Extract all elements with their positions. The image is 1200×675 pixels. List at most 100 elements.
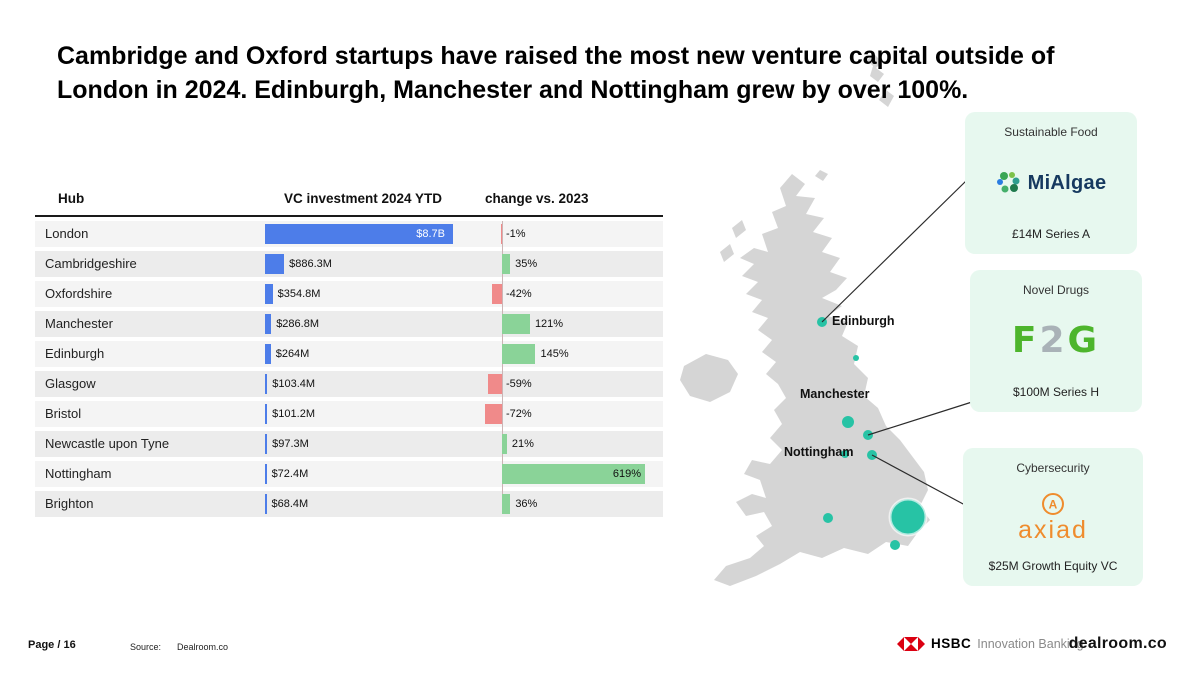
callout-deal: £14M Series A — [1011, 227, 1091, 241]
change-bar — [502, 464, 645, 484]
axiad-logo: A axiad — [1018, 492, 1088, 543]
page-number: Page / 16 — [28, 639, 76, 651]
investment-value: $68.4M — [271, 498, 309, 510]
callout-card-novel-drugs: Novel Drugs F2G $100M Series H — [970, 270, 1142, 412]
investment-value: $264M — [275, 348, 310, 360]
hsbc-logo: HSBC Innovation Banking — [897, 636, 1084, 651]
change-value: -59% — [506, 378, 532, 390]
f2g-letter: F — [1011, 320, 1040, 361]
northern-ireland-outline — [680, 354, 738, 402]
f2g-logo: F2G — [1012, 323, 1100, 359]
investment-bar — [265, 254, 285, 274]
table-row: Bristol $101.2M -72% — [35, 401, 663, 427]
table-row: London $8.7B -1% — [35, 221, 663, 247]
city-dot — [841, 450, 849, 458]
city-dot — [888, 497, 928, 537]
col-header-change: change vs. 2023 — [485, 191, 589, 206]
orkney-island — [815, 170, 828, 181]
hsbc-suffix: Innovation Banking — [977, 636, 1084, 651]
col-header-investment: VC investment 2024 YTD — [283, 191, 443, 206]
change-value: -42% — [506, 288, 532, 300]
table-row: Edinburgh $264M 145% — [35, 341, 663, 367]
investment-value: $354.8M — [277, 288, 321, 300]
f2g-letter: G — [1067, 320, 1101, 361]
change-value: -1% — [506, 228, 526, 240]
svg-text:A: A — [1049, 497, 1058, 511]
uk-map: Edinburgh Manchester Nottingham — [672, 168, 972, 598]
shetland-island-shape — [879, 90, 894, 107]
investment-bar — [265, 344, 271, 364]
investment-bar — [265, 494, 267, 514]
mialgae-icon — [996, 172, 1020, 193]
investment-bar — [265, 404, 268, 424]
hsbc-hexagon-icon — [897, 636, 925, 651]
callout-category: Cybersecurity — [1016, 461, 1090, 475]
table-header: Hub VC investment 2024 YTD change vs. 20… — [35, 183, 663, 217]
hub-name: Brighton — [45, 496, 94, 511]
change-bar — [502, 494, 511, 514]
change-bar — [492, 284, 502, 304]
change-value: 36% — [515, 498, 538, 510]
table-row: Manchester $286.8M 121% — [35, 311, 663, 337]
table-row: Glasgow $103.4M -59% — [35, 371, 663, 397]
callout-category: Novel Drugs — [1022, 283, 1090, 297]
change-value: 21% — [511, 438, 534, 450]
investment-value: $72.4M — [271, 468, 309, 480]
city-dot — [890, 540, 900, 550]
change-bar — [488, 374, 502, 394]
investment-bar — [265, 224, 453, 244]
city-dot — [817, 317, 827, 327]
investment-value: $286.8M — [276, 318, 319, 330]
callout-deal: $25M Growth Equity VC — [988, 559, 1118, 573]
city-dot — [853, 355, 859, 361]
page-title: Cambridge and Oxford startups have raise… — [57, 42, 1055, 104]
callout-category: Sustainable Food — [1004, 125, 1098, 139]
investment-value: $97.3M — [272, 438, 309, 450]
axiad-a-icon: A — [1041, 492, 1064, 515]
change-value: 145% — [540, 348, 569, 360]
vc-table: Hub VC investment 2024 YTD change vs. 20… — [35, 183, 663, 521]
change-bar — [502, 314, 530, 334]
investment-value: $103.4M — [272, 378, 316, 390]
hub-name: Newcastle upon Tyne — [45, 436, 170, 451]
hsbc-wordmark: HSBC — [931, 636, 972, 651]
table-row: Nottingham $72.4M 619% — [35, 461, 663, 487]
shetland-island-shape — [867, 54, 884, 82]
col-header-hub: Hub — [58, 191, 85, 206]
change-bar — [502, 434, 507, 454]
change-bar — [502, 254, 511, 274]
change-value: -72% — [506, 408, 532, 420]
hub-name: Manchester — [45, 316, 113, 331]
investment-bar — [265, 314, 272, 334]
city-dot — [863, 430, 873, 440]
investment-value: $886.3M — [289, 258, 332, 270]
change-bar — [485, 404, 502, 424]
hub-name: London — [45, 226, 89, 241]
hub-name: Glasgow — [45, 376, 96, 391]
shetland-islands — [867, 54, 894, 107]
change-value: 121% — [534, 318, 564, 330]
callout-card-cybersecurity: Cybersecurity A axiad $25M Growth Equity… — [963, 448, 1143, 586]
mialgae-logo: MiAlgae — [996, 170, 1107, 196]
callout-card-sustainable-food: Sustainable Food MiAlgae £14M Series A — [965, 112, 1137, 254]
city-dot — [823, 513, 833, 523]
city-dot — [867, 450, 877, 460]
investment-bar — [265, 434, 268, 454]
callout-deal: $100M Series H — [1012, 385, 1100, 399]
investment-value: $101.2M — [272, 408, 315, 420]
investment-bar — [265, 374, 268, 394]
hebrides-island — [720, 244, 734, 262]
change-bar — [501, 224, 502, 244]
table-row: Oxfordshire $354.8M -42% — [35, 281, 663, 307]
source-label: Source: — [130, 642, 162, 652]
table-row: Brighton $68.4M 36% — [35, 491, 663, 517]
city-label-manchester: Manchester — [800, 387, 870, 401]
hub-name: Oxfordshire — [45, 286, 113, 301]
change-value: 619% — [612, 468, 641, 480]
axiad-wordmark: axiad — [1018, 515, 1088, 544]
hub-name: Edinburgh — [45, 346, 105, 361]
table-body: London $8.7B -1% Cambridgeshire $886.3M 35% Ox… — [35, 217, 663, 517]
change-value: 35% — [515, 258, 538, 270]
table-row: Cambridgeshire $886.3M 35% — [35, 251, 663, 277]
